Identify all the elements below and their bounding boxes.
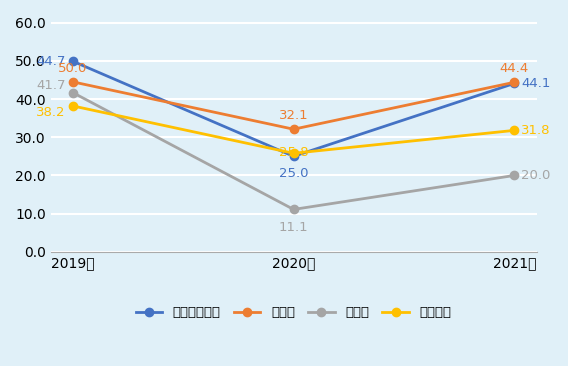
- ナイジェリア: [511, 81, 518, 86]
- Text: 44.7: 44.7: [36, 55, 66, 68]
- Text: 50.0: 50.0: [58, 62, 87, 75]
- Text: 11.1: 11.1: [279, 221, 308, 234]
- Text: 38.2: 38.2: [36, 107, 66, 119]
- ケニア: [290, 127, 297, 131]
- ナイジェリア: [69, 59, 76, 63]
- Legend: ナイジェリア, ケニア, ガーナ, モロッコ: ナイジェリア, ケニア, ガーナ, モロッコ: [131, 301, 457, 325]
- Text: 41.7: 41.7: [36, 79, 66, 92]
- Text: 32.1: 32.1: [279, 109, 308, 122]
- Line: ナイジェリア: ナイジェリア: [69, 57, 519, 161]
- Text: 25.0: 25.0: [279, 167, 308, 180]
- Line: ケニア: ケニア: [69, 78, 519, 133]
- Line: モロッコ: モロッコ: [69, 102, 519, 157]
- モロッコ: [511, 128, 518, 132]
- ケニア: [511, 80, 518, 85]
- ケニア: [69, 80, 76, 84]
- Text: 31.8: 31.8: [521, 124, 551, 137]
- モロッコ: [69, 104, 76, 108]
- モロッコ: [290, 151, 297, 156]
- Line: ガーナ: ガーナ: [69, 88, 519, 214]
- ガーナ: [69, 90, 76, 95]
- Text: 25.8: 25.8: [279, 146, 308, 159]
- ナイジェリア: [290, 154, 297, 158]
- Text: 44.4: 44.4: [500, 62, 529, 75]
- ガーナ: [511, 173, 518, 178]
- Text: 44.1: 44.1: [521, 77, 551, 90]
- Text: 20.0: 20.0: [521, 169, 551, 182]
- ガーナ: [290, 207, 297, 212]
